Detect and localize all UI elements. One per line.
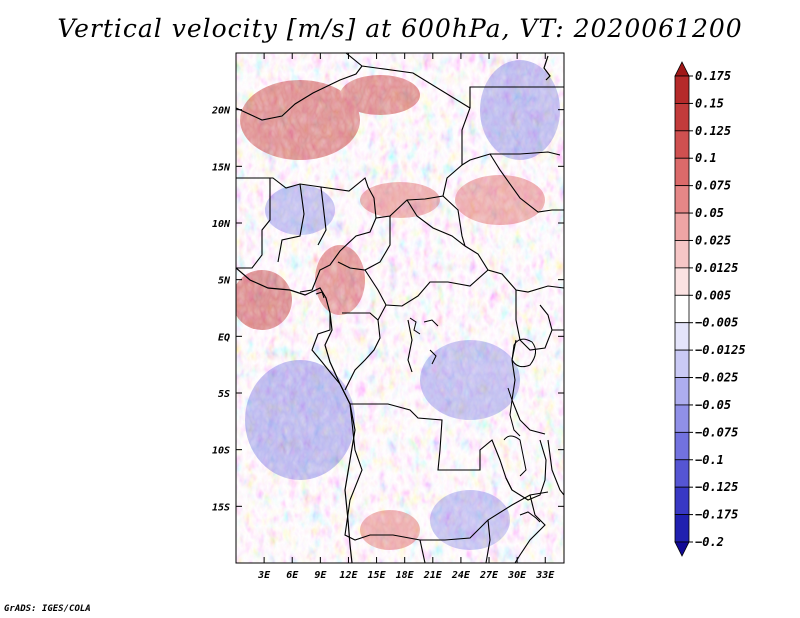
x-tick-label: 33E <box>535 570 555 581</box>
colorbar-swatch <box>674 459 690 488</box>
colorbar-label: 0.175 <box>695 69 731 83</box>
x-tick-label: 3E <box>257 570 271 581</box>
colorbar-label: 0.125 <box>695 124 731 138</box>
colorbar-swatch <box>674 61 690 77</box>
y-tick-label: 10S <box>212 446 230 457</box>
colorbar-label: 0.0125 <box>695 261 738 275</box>
x-tick-label: 24E <box>451 570 471 581</box>
x-tick-label: 12E <box>339 570 358 581</box>
colorbar-label: −0.0125 <box>695 343 746 357</box>
colorbar-label: −0.05 <box>695 398 731 412</box>
colorbar-swatch <box>674 541 690 557</box>
y-tick-label: 20N <box>211 106 231 117</box>
colorbar-label: −0.175 <box>695 508 738 522</box>
x-tick-label: 21E <box>423 570 443 581</box>
colorbar-swatch <box>674 240 690 269</box>
y-tick-label: EQ <box>218 332 230 343</box>
y-tick-label: 5N <box>218 276 231 287</box>
colorbar-swatch <box>674 212 690 241</box>
y-tick-label: 10N <box>212 219 231 230</box>
colorbar-label: 0.05 <box>695 206 724 220</box>
colorbar-label: −0.025 <box>695 371 738 385</box>
y-tick-label: 5S <box>218 389 230 400</box>
colorbar-swatch <box>674 157 690 187</box>
colorbar-label: 0.15 <box>695 96 724 110</box>
colorbar-label: 0.075 <box>695 179 731 193</box>
colorbar-label: −0.2 <box>695 535 724 549</box>
x-tick-label: 9E <box>314 570 327 581</box>
x-tick-label: 30E <box>507 570 527 581</box>
x-tick-label: 27E <box>479 570 499 581</box>
colorbar-label: −0.125 <box>695 480 738 494</box>
x-tick-label: 6E <box>286 570 299 581</box>
colorbar-label: −0.075 <box>695 425 738 439</box>
colorbar-swatch <box>674 486 690 515</box>
colorbar-swatch <box>674 431 690 461</box>
x-tick-label: 18E <box>396 570 415 581</box>
colorbar-swatch <box>674 75 690 104</box>
colorbar-label: −0.1 <box>695 453 724 467</box>
colorbar-swatch <box>674 130 690 159</box>
colorbar-swatch <box>674 185 690 214</box>
coastline <box>236 55 551 563</box>
velocity-field <box>236 53 564 563</box>
colorbar-swatch <box>674 103 690 132</box>
x-axis: 3E 6E 9E 12E 15E 18E 21E 24E 27E 30E 33E <box>257 53 555 581</box>
colorbar-label: 0.005 <box>695 288 731 302</box>
colorbar-swatch <box>674 267 690 296</box>
chart-title: Vertical velocity [m/s] at 600hPa, VT: 2… <box>57 14 743 43</box>
plot-frame <box>235 52 565 564</box>
x-tick-label: 15E <box>368 570 387 581</box>
colorbar-label: −0.005 <box>695 316 738 330</box>
country-borders <box>236 53 564 563</box>
colorbar-label: 0.025 <box>695 233 731 247</box>
colorbar-swatch <box>674 322 690 351</box>
lakes <box>315 291 541 523</box>
colorbar-swatch <box>674 514 690 543</box>
y-tick-label: 15S <box>212 502 230 513</box>
colorbar-swatch <box>674 349 690 378</box>
y-axis: 20N 15N 10N 5N EQ 5S 10S 15S <box>211 106 564 513</box>
colorbar-swatch <box>674 404 690 433</box>
grads-credit: GrADS: IGES/COLA <box>4 604 91 614</box>
colorbar-swatch <box>674 294 690 324</box>
colorbar-swatch <box>674 377 690 406</box>
colorbar-label: 0.1 <box>695 151 717 165</box>
y-tick-label: 15N <box>212 162 231 173</box>
colorbar: 0.175 0.15 0.125 0.1 0.075 0.05 0.025 0.0125 0.0… <box>674 61 746 557</box>
